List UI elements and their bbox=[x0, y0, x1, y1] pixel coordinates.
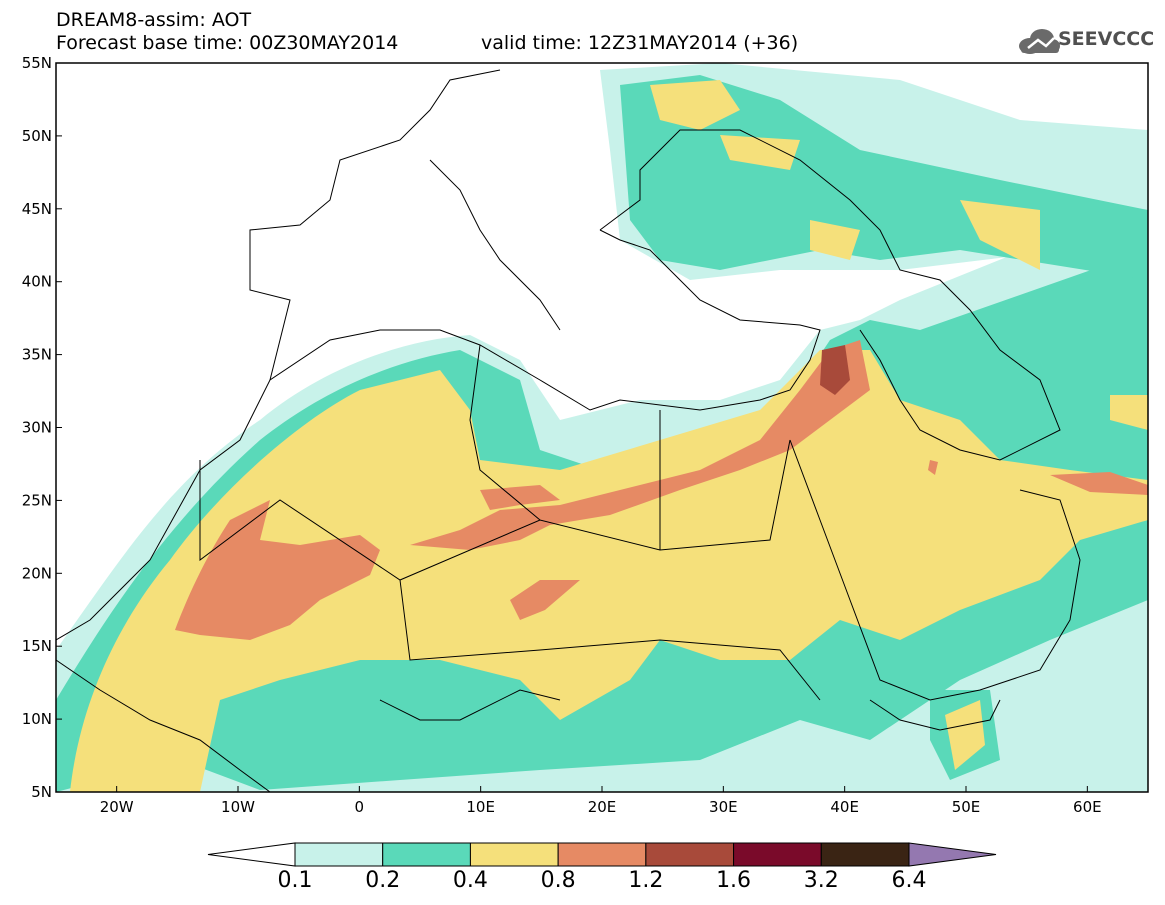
lon-tick-label: 10E bbox=[466, 798, 495, 816]
lon-tick-label: 20E bbox=[588, 798, 617, 816]
colorbar-label: 6.4 bbox=[891, 868, 927, 893]
forecast-base-time: Forecast base time: 00Z30MAY2014 bbox=[56, 32, 399, 54]
colorbar-bin bbox=[469, 842, 559, 867]
lat-tick-label: 10N bbox=[22, 710, 52, 728]
coastlines bbox=[56, 69, 1081, 792]
logo-text: SEEVCCC bbox=[1058, 28, 1155, 50]
aot-fields bbox=[56, 63, 1148, 792]
colorbar-label: 3.2 bbox=[803, 868, 839, 893]
colorbar-label: 0.2 bbox=[365, 868, 401, 893]
lat-tick-label: 50N bbox=[22, 127, 52, 145]
colorbar-min-arrow bbox=[207, 842, 296, 867]
lat-tick-label: 15N bbox=[22, 637, 52, 655]
lat-tick-label: 5N bbox=[31, 783, 52, 801]
colorbar-label: 0.1 bbox=[277, 868, 313, 893]
cloud-logo-icon bbox=[1019, 29, 1060, 54]
lon-tick-label: 60E bbox=[1073, 798, 1102, 816]
colorbar-bin bbox=[820, 842, 910, 867]
colorbar-label: 0.4 bbox=[452, 868, 488, 893]
lon-tick-label: 10W bbox=[221, 798, 255, 816]
lat-tick-label: 20N bbox=[22, 564, 52, 582]
lat-tick-label: 40N bbox=[22, 273, 52, 291]
colorbar-max-arrow bbox=[908, 842, 997, 867]
aot-1.2-1.6-region bbox=[820, 345, 850, 395]
lat-tick-label: 55N bbox=[22, 54, 52, 72]
aot-0.4-0.8-region bbox=[70, 80, 1148, 792]
lon-tick-label: 0 bbox=[355, 798, 365, 816]
colorbar-bin bbox=[557, 842, 647, 867]
lat-tick-label: 25N bbox=[22, 491, 52, 509]
colorbar-bin bbox=[294, 842, 384, 867]
axis-ticks: 20W 10W 0 10E 20E 30E 40E 50E 60E 55N 50N 45N 40N 35N… bbox=[22, 54, 1102, 816]
lat-tick-label: 30N bbox=[22, 419, 52, 437]
colorbar bbox=[207, 842, 997, 867]
lat-tick-label: 45N bbox=[22, 200, 52, 218]
lon-tick-label: 40E bbox=[830, 798, 859, 816]
colorbar-label: 1.6 bbox=[716, 868, 752, 893]
colorbar-label: 1.2 bbox=[628, 868, 664, 893]
lat-tick-label: 35N bbox=[22, 346, 52, 364]
valid-time: valid time: 12Z31MAY2014 (+36) bbox=[481, 32, 799, 54]
map-title: DREAM8-assim: AOT bbox=[56, 9, 252, 31]
colorbar-label: 0.8 bbox=[540, 868, 576, 893]
lon-tick-label: 50E bbox=[952, 798, 981, 816]
colorbar-bin bbox=[382, 842, 471, 867]
colorbar-bin bbox=[733, 842, 822, 867]
lon-tick-label: 20W bbox=[100, 798, 134, 816]
colorbar-bin bbox=[645, 842, 735, 867]
lon-tick-label: 30E bbox=[709, 798, 738, 816]
